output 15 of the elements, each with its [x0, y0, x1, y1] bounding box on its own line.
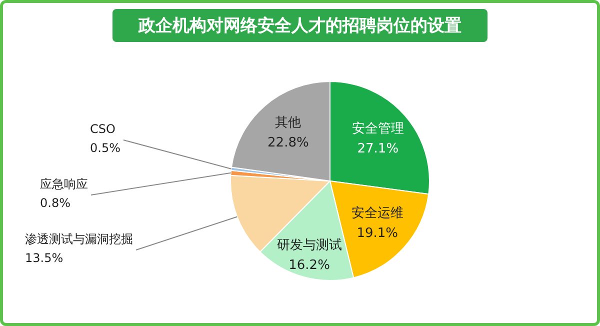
data-label: 16.2% [288, 258, 330, 274]
slice-label: 安全运维 [351, 204, 404, 221]
slice-label: 应急响应 [40, 177, 88, 192]
data-label: 19.1% [356, 226, 398, 241]
slice-label: 渗透测试与漏洞挖掘 [25, 232, 133, 246]
data-label: 22.8% [268, 135, 309, 150]
slice-label: 安全管理 [352, 120, 404, 136]
data-label: 13.5% [25, 251, 64, 266]
slice-label: 研发与测试 [276, 238, 342, 254]
data-label: 0.5% [90, 141, 120, 156]
data-label: 0.8% [40, 196, 70, 210]
slice-label: CSO [90, 122, 116, 136]
data-label: 27.1% [357, 141, 399, 156]
slice-label: 其他 [275, 115, 302, 130]
chart-title: 政企机构对网络安全人才的招聘岗位的设置 [112, 9, 488, 42]
